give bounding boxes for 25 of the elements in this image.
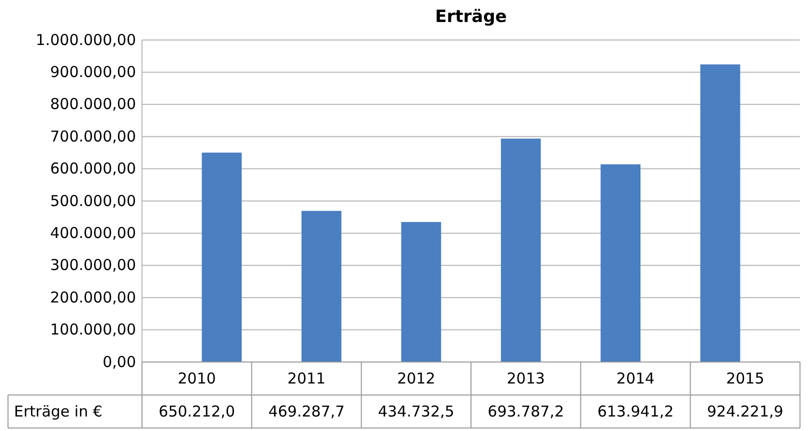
x-tick-label: 2010	[178, 370, 216, 388]
y-tick-label: 300.000,00	[50, 256, 136, 274]
data-label: 924.221,9	[706, 402, 784, 420]
x-tick-label: 2013	[506, 370, 545, 388]
y-tick-label: 700.000,00	[50, 127, 136, 146]
x-tick-label: 2012	[397, 370, 436, 388]
x-tick-label: 2011	[287, 370, 326, 388]
x-tick-label: 2014	[616, 370, 655, 388]
y-tick-label: 800.000,00	[50, 95, 136, 114]
y-tick-label: 500.000,00	[50, 192, 136, 210]
y-tick-label: 400.000,00	[50, 224, 136, 242]
y-tick-label: 0,00	[102, 352, 136, 371]
y-tick-label: 100.000,00	[50, 320, 136, 339]
y-tick-label: 1.000.000,00	[36, 30, 136, 49]
y-tick-label: 600.000,00	[50, 160, 136, 178]
data-label: 693.787,2	[488, 402, 564, 420]
y-tick-label: 900.000,00	[50, 63, 136, 81]
text: Erträge in €	[14, 402, 102, 420]
x-tick-label: 2015	[726, 370, 764, 388]
data-label: 650.212,0	[158, 402, 236, 420]
chart-title: Erträge	[435, 7, 507, 27]
data-label: 469.287,7	[268, 402, 345, 420]
y-tick-label: 200.000,00	[50, 288, 136, 306]
data-label: 434.732,5	[378, 402, 454, 420]
data-label: 613.941,2	[597, 402, 674, 420]
